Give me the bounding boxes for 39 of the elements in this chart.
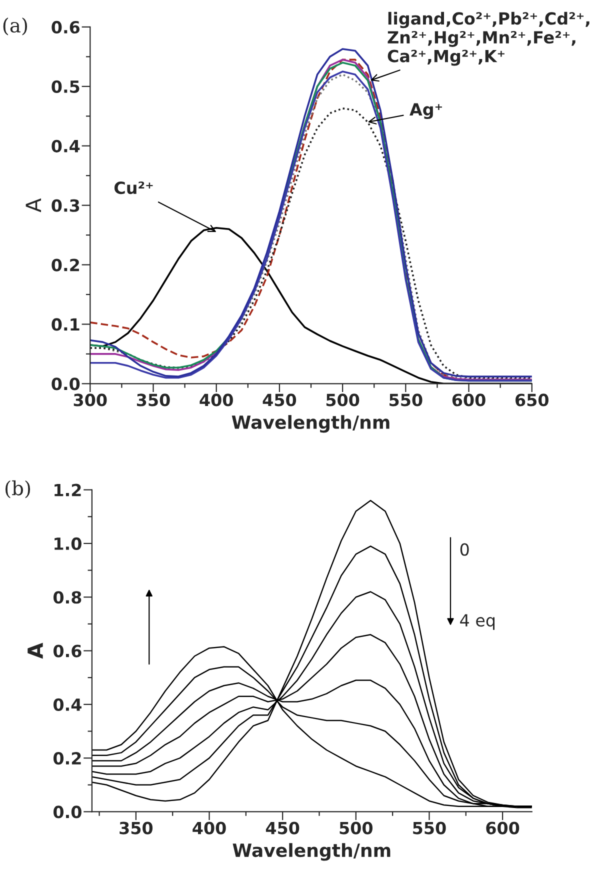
x-tick-label: 550 — [390, 394, 422, 406]
x-tick-label: 400 — [200, 394, 233, 406]
y-tick-label: 1.2 — [54, 484, 81, 496]
chart-title: (b) — [6, 480, 30, 498]
annotation: Ag⁺ — [410, 103, 442, 120]
x-axis-title: Wavelength/nm — [232, 843, 390, 861]
x-tick-label: 500 — [326, 394, 360, 406]
y-tick-label: 0.5 — [52, 80, 80, 93]
y-axis-title: A — [26, 198, 42, 212]
x-tick-label: 450 — [266, 822, 300, 834]
y-tick-label: 0.0 — [52, 378, 80, 390]
y-tick-label: 0.0 — [54, 806, 82, 818]
x-tick-label: 600 — [486, 822, 520, 834]
annotation: ligand,Co²⁺,Pb²⁺,Cd²⁺, Zn²⁺,Hg²⁺,Mn²⁺,Fe²⁺, Ca²⁺,Mg²⁺,K⁺ — [388, 12, 590, 66]
y-tick-label: 0.2 — [54, 752, 81, 765]
x-tick-label: 350 — [136, 394, 170, 406]
y-tick-label: 0.4 — [52, 140, 80, 152]
y-tick-label: 0.4 — [54, 698, 82, 711]
y-tick-label: 0.2 — [52, 258, 79, 272]
x-tick-label: 500 — [340, 822, 373, 834]
y-tick-label: 0.1 — [52, 318, 80, 331]
y-axis-title: A — [28, 642, 43, 659]
x-tick-label: 650 — [516, 394, 548, 406]
y-tick-label: 1.0 — [54, 537, 82, 550]
chart-title: (a) — [3, 18, 28, 36]
annotation: 0 — [460, 543, 469, 556]
x-tick-label: 300 — [74, 394, 107, 406]
x-tick-label: 550 — [413, 822, 446, 834]
x-tick-label: 350 — [120, 822, 153, 834]
y-tick-label: 0.8 — [54, 591, 82, 604]
x-tick-label: 600 — [452, 394, 486, 406]
x-tick-label: 450 — [262, 394, 296, 406]
y-tick-label: 0.3 — [52, 199, 80, 212]
annotation: Cu²⁺ — [114, 182, 153, 194]
x-axis-title: Wavelength/nm — [232, 415, 390, 433]
y-tick-label: 0.6 — [52, 20, 80, 34]
x-tick-label: 400 — [192, 822, 226, 834]
annotation: 4 eq — [460, 614, 495, 630]
y-tick-label: 0.6 — [54, 644, 82, 658]
